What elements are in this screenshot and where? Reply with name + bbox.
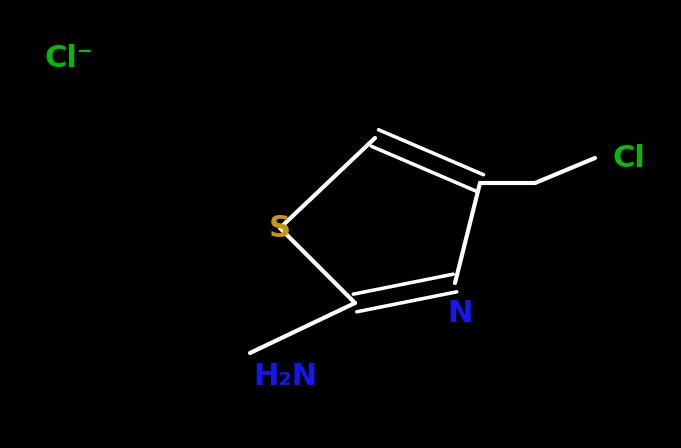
Text: N: N bbox=[447, 298, 473, 327]
Text: Cl: Cl bbox=[613, 143, 646, 172]
Text: Cl⁻: Cl⁻ bbox=[45, 43, 94, 73]
Text: S: S bbox=[269, 214, 291, 242]
Text: H₂N: H₂N bbox=[253, 362, 317, 391]
